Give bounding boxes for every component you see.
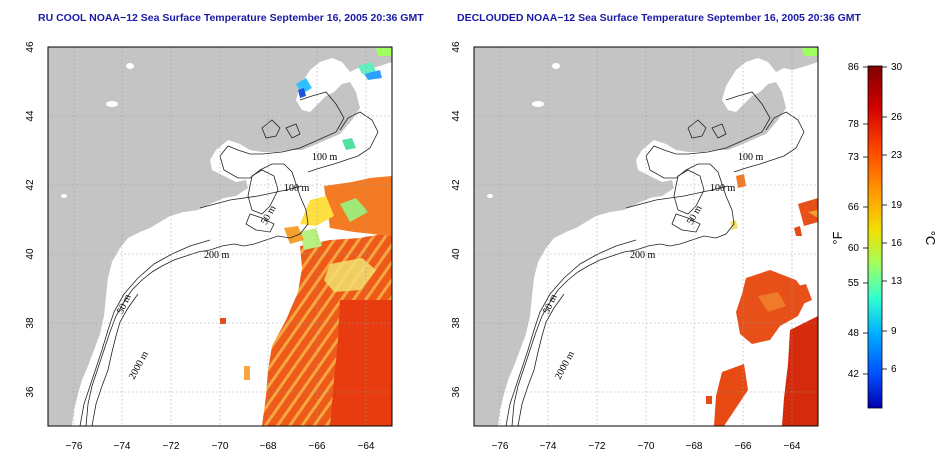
right-lon-ticks: −76 −74 −72 −70 −68 −66 −64 [492,441,801,452]
fahrenheit-tick-label: 42 [848,369,860,380]
lon-tick-label: −76 [66,441,83,452]
contour-label: 100 m [312,152,338,163]
lat-tick-label: 40 [25,248,36,260]
lat-tick-label: 38 [451,317,462,329]
right-lat-ticks: 46 44 42 40 38 36 [451,41,462,398]
celsius-tick-label: 16 [891,238,903,249]
lon-tick-label: −76 [492,441,509,452]
celsius-axis-label: °C [923,231,938,246]
lon-tick-label: −66 [735,441,752,452]
lat-tick-label: 42 [451,179,462,191]
fahrenheit-tick-label: 86 [848,62,860,73]
land-mass [474,47,818,426]
lon-tick-label: −72 [589,441,606,452]
map-gridlines [474,47,818,426]
lat-tick-label: 36 [451,386,462,398]
lon-tick-label: −70 [212,441,229,452]
left-panel-title: RU COOL NOAA−12 Sea Surface Temperature … [38,12,424,24]
fahrenheit-tick-label: 55 [848,278,860,289]
celsius-tick-label: 13 [891,276,903,287]
contour-label: 100 m [284,183,310,194]
bathymetry-contours [79,91,379,426]
fahrenheit-axis-label: °F [830,231,845,244]
land-mass [48,47,392,426]
celsius-tick-label: 19 [891,200,903,211]
lat-tick-label: 42 [25,179,36,191]
celsius-tick-label: 23 [891,150,903,161]
lon-tick-label: −74 [114,441,131,452]
contour-label: 200 m [204,250,230,261]
left-lat-ticks: 46 44 42 40 38 36 [25,41,36,398]
contour-label: 100 m [710,183,736,194]
lon-tick-label: −68 [260,441,277,452]
lon-tick-label: −74 [540,441,557,452]
lat-tick-label: 40 [451,248,462,260]
lon-tick-label: −72 [163,441,180,452]
contour-label: 200 m [630,250,656,261]
lat-tick-label: 36 [25,386,36,398]
fahrenheit-tick-label: 48 [848,328,860,339]
fahrenheit-tick-label: 60 [848,243,860,254]
lat-tick-label: 38 [25,317,36,329]
right-panel-title: DECLOUDED NOAA−12 Sea Surface Temperatur… [457,12,861,24]
fahrenheit-tick-label: 73 [848,152,860,163]
map-gridlines [48,47,392,426]
celsius-tick-label: 26 [891,112,903,123]
right-map-panel: 100 m 100 m 50 m 200 m 50 m 2000 m −76 −… [451,41,819,452]
temperature-colorbar: 86 78 73 66 60 55 48 42 30 26 23 19 16 1… [830,62,938,409]
lon-tick-label: −64 [358,441,375,452]
lon-tick-label: −64 [784,441,801,452]
lat-tick-label: 44 [25,110,36,122]
left-map-panel: 100 m 100 m 50 m 200 m 50 m 2000 m −76 −… [25,41,393,452]
celsius-tick-label: 30 [891,62,903,73]
fahrenheit-tick-label: 78 [848,119,860,130]
fahrenheit-tick-label: 66 [848,202,860,213]
celsius-tick-label: 6 [891,364,897,375]
lat-tick-label: 46 [451,41,462,53]
contour-label: 100 m [738,152,764,163]
lat-tick-label: 46 [25,41,36,53]
celsius-tick-label: 9 [891,326,897,337]
lat-tick-label: 44 [451,110,462,122]
lon-tick-label: −66 [309,441,326,452]
left-lon-ticks: −76 −74 −72 −70 −68 −66 −64 [66,441,375,452]
lon-tick-label: −68 [686,441,703,452]
colorbar-gradient [867,65,883,409]
lon-tick-label: −70 [638,441,655,452]
